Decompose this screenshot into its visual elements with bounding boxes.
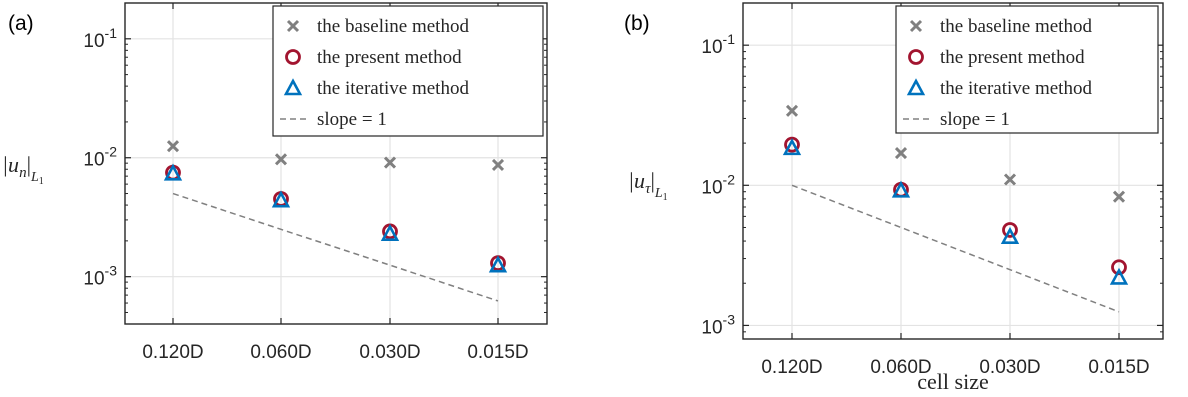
- data-point: [1111, 259, 1127, 276]
- data-point: [271, 190, 291, 208]
- y-axis-label: |uτ|L1: [628, 168, 668, 203]
- x-tick-label: 0.030D: [359, 342, 420, 363]
- legend-swatch: [908, 49, 924, 65]
- data-point: [891, 180, 911, 198]
- series-triangle: [782, 138, 1129, 285]
- x-tick-label: 0.015D: [467, 342, 528, 363]
- data-point: [1109, 267, 1129, 285]
- series-dashed: [791, 184, 1120, 313]
- legend-swatch: [286, 19, 300, 33]
- data-point: [1000, 226, 1020, 244]
- data-point: [1003, 173, 1017, 186]
- data-point: [274, 153, 288, 166]
- x-tick-label: 0.015D: [1088, 357, 1149, 378]
- x-tick-label: 0.120D: [761, 357, 822, 378]
- legend-label: the baseline method: [317, 16, 469, 37]
- slope-line: [791, 184, 1120, 313]
- data-point: [1002, 222, 1018, 238]
- y-tick-label: 10-2: [701, 171, 735, 198]
- legend: the baseline method the present method the…: [272, 5, 544, 137]
- y-tick-label: 10-1: [83, 25, 117, 52]
- panel-label: (b): [624, 12, 650, 35]
- data-point: [785, 104, 799, 117]
- chart-panel-b: 0.120D 0.060D 0.030D 0.015D 10-3 10-2 10-1 (b) |…: [624, 2, 1164, 394]
- y-tick-label: 10-2: [83, 144, 117, 171]
- legend-box: [272, 5, 544, 137]
- y-tick-label: 10-3: [83, 263, 117, 290]
- data-point: [491, 158, 505, 171]
- data-point: [488, 255, 508, 273]
- x-axis-label: cell size: [917, 369, 988, 394]
- chart-panel-a: 0.120D 0.060D 0.030D 0.015D 10-3 10-2 10-1 (a) |…: [2, 2, 548, 363]
- series-circle: [784, 136, 1127, 276]
- legend-swatch: [285, 49, 301, 65]
- legend-label: the iterative method: [940, 78, 1092, 99]
- data-point: [894, 146, 908, 160]
- legend-swatch: [909, 19, 923, 33]
- legend: the baseline method the present method the…: [895, 5, 1159, 134]
- series-circle: [165, 164, 506, 272]
- legend-label: slope = 1: [317, 109, 387, 130]
- series-x: [785, 104, 1126, 203]
- slope-line: [172, 192, 499, 302]
- x-tick-label: 0.120D: [142, 342, 203, 363]
- legend-label: the present method: [940, 47, 1085, 68]
- data-point: [383, 156, 397, 169]
- x-tick-label: 0.060D: [250, 342, 311, 363]
- legend-swatch: [283, 78, 303, 96]
- data-point: [782, 138, 802, 156]
- legend-swatch: [906, 78, 926, 96]
- legend-label: the iterative method: [317, 78, 469, 99]
- x-tick-label: 0.060D: [870, 357, 931, 378]
- series-x: [166, 140, 505, 171]
- axes-box: [742, 2, 1164, 340]
- legend-label: the present method: [317, 47, 462, 68]
- y-axis-label: |un|L1: [2, 152, 44, 187]
- y-tick-label: 10-3: [701, 311, 735, 338]
- data-point: [163, 163, 183, 181]
- panel-label: (a): [8, 12, 34, 35]
- data-point: [380, 223, 400, 241]
- legend-box: [895, 5, 1159, 134]
- series-dashed: [172, 192, 499, 302]
- data-point: [166, 140, 180, 153]
- y-tick-label: 10-1: [701, 31, 735, 58]
- legend-label: slope = 1: [940, 109, 1010, 130]
- legend-label: the baseline method: [940, 16, 1092, 37]
- series-triangle: [163, 163, 508, 273]
- x-tick-label: 0.030D: [979, 357, 1040, 378]
- data-point: [1112, 190, 1126, 203]
